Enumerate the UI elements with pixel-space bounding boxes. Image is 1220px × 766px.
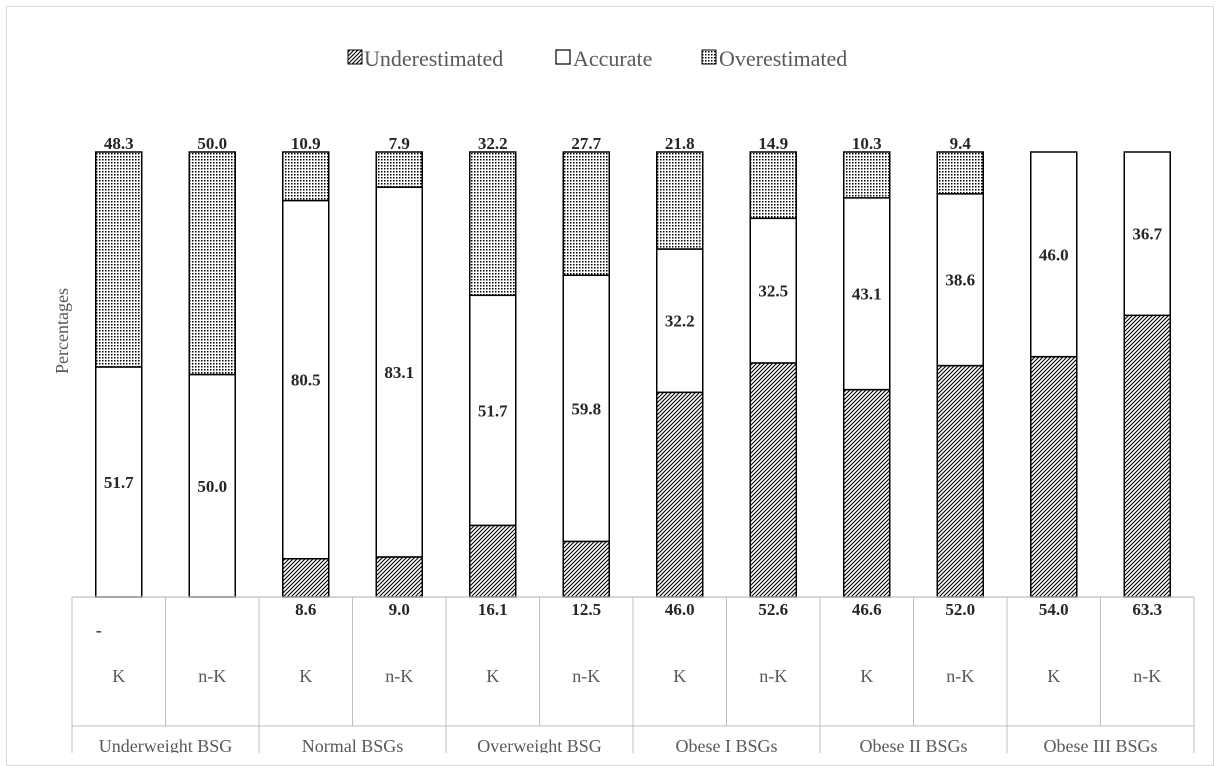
category-label-9: K xyxy=(860,666,873,686)
bar-overestimated-5 xyxy=(469,151,517,297)
value-label-accurate-5: 51.7 xyxy=(478,401,508,420)
value-label-overestimated-4: 7.9 xyxy=(389,134,410,153)
value-label-underestimated-9: 46.6 xyxy=(852,600,882,619)
value-label-overestimated-1: 48.3 xyxy=(104,134,134,153)
bar-overestimated-1 xyxy=(95,151,143,368)
category-label-12: n-K xyxy=(1133,666,1161,686)
bar-overestimated-8 xyxy=(749,151,797,220)
group-label-obese-iii-bsgs: Obese III BSGs xyxy=(1044,736,1158,753)
value-label-accurate-12: 36.7 xyxy=(1132,225,1162,244)
value-label-underestimated-6: 12.5 xyxy=(571,600,601,619)
value-label-accurate-3: 80.5 xyxy=(291,371,321,390)
bar-accurate-9 xyxy=(843,197,891,391)
category-label-7: K xyxy=(673,666,686,686)
bar-underestimated-9 xyxy=(843,388,891,598)
legend: Underestimated Accurate Overestimated xyxy=(347,46,847,71)
value-label-accurate-2: 50.0 xyxy=(197,477,227,496)
value-label-underestimated-8: 52.6 xyxy=(758,600,788,619)
value-label-underestimated-1: - xyxy=(96,620,102,640)
value-label-underestimated-10: 52.0 xyxy=(945,600,975,619)
bar-accurate-7 xyxy=(656,248,704,394)
bar-accurate-10 xyxy=(936,193,984,367)
legend-item-accurate: Accurate xyxy=(555,46,652,71)
value-label-underestimated-11: 54.0 xyxy=(1039,600,1069,619)
value-label-overestimated-5: 32.2 xyxy=(478,134,508,153)
category-label-11: K xyxy=(1047,666,1060,686)
value-label-overestimated-6: 27.7 xyxy=(571,134,601,153)
group-label-obese-ii-bsgs: Obese II BSGs xyxy=(860,736,968,753)
bar-accurate-11 xyxy=(1030,151,1078,358)
value-label-overestimated-8: 14.9 xyxy=(758,134,788,153)
bar-overestimated-2 xyxy=(188,151,236,376)
category-label-2: n-K xyxy=(198,666,226,686)
bar-overestimated-10 xyxy=(936,151,984,195)
value-label-overestimated-9: 10.3 xyxy=(852,134,882,153)
value-label-accurate-4: 83.1 xyxy=(384,363,414,382)
bar-underestimated-7 xyxy=(656,391,704,598)
value-label-accurate-6: 59.8 xyxy=(571,399,601,418)
bar-overestimated-3 xyxy=(282,151,330,202)
value-label-accurate-9: 43.1 xyxy=(852,285,882,304)
bar-overestimated-6 xyxy=(562,151,610,277)
legend-item-underestimated: Underestimated xyxy=(347,46,503,71)
legend-item-overestimated: Overestimated xyxy=(701,46,847,71)
legend-label-underestimated: Underestimated xyxy=(364,46,503,71)
value-label-overestimated-10: 9.4 xyxy=(950,134,972,153)
bar-underestimated-11 xyxy=(1030,355,1078,598)
value-label-underestimated-4: 9.0 xyxy=(389,600,410,619)
y-axis-title: Percentages xyxy=(52,288,72,374)
value-label-underestimated-5: 16.1 xyxy=(478,600,508,619)
bar-underestimated-8 xyxy=(749,362,797,598)
bar-underestimated-4 xyxy=(375,556,423,598)
bar-accurate-8 xyxy=(749,217,797,364)
category-label-5: K xyxy=(486,666,499,686)
bar-underestimated-10 xyxy=(936,364,984,598)
bar-overestimated-7 xyxy=(656,151,704,250)
bar-accurate-2 xyxy=(188,373,236,598)
group-label-overweight-bsg: Overweight BSG xyxy=(477,736,602,753)
category-label-4: n-K xyxy=(385,666,413,686)
category-label-10: n-K xyxy=(946,666,974,686)
value-label-overestimated-3: 10.9 xyxy=(291,134,321,153)
bar-overestimated-9 xyxy=(843,151,891,199)
bar-underestimated-6 xyxy=(562,540,610,598)
group-label-normal-bsgs: Normal BSGs xyxy=(302,736,404,753)
bar-underestimated-5 xyxy=(469,524,517,598)
value-label-accurate-10: 38.6 xyxy=(945,271,975,290)
bar-underestimated-12 xyxy=(1123,314,1171,598)
value-label-underestimated-12: 63.3 xyxy=(1132,600,1162,619)
category-label-3: K xyxy=(299,666,312,686)
category-label-8: n-K xyxy=(759,666,787,686)
legend-label-overestimated: Overestimated xyxy=(719,46,847,71)
value-label-underestimated-7: 46.0 xyxy=(665,600,695,619)
category-label-6: n-K xyxy=(572,666,600,686)
value-label-accurate-8: 32.5 xyxy=(758,282,788,301)
value-labels-layer: 51.7 48.3 - 50.0 50.0 80.5 10.9 8.6 83.1 7.9 9.0 51… xyxy=(96,134,1163,640)
value-label-overestimated-2: 50.0 xyxy=(197,134,227,153)
value-label-accurate-7: 32.2 xyxy=(665,312,695,331)
group-label-underweight-bsg: Underweight BSG xyxy=(99,736,233,753)
value-label-accurate-11: 46.0 xyxy=(1039,245,1069,264)
category-label-1: K xyxy=(112,666,125,686)
bars-layer xyxy=(95,151,1171,598)
group-label-obese-i-bsgs: Obese I BSGs xyxy=(676,736,778,753)
bar-underestimated-3 xyxy=(282,557,330,598)
bar-accurate-4 xyxy=(375,186,423,558)
legend-label-accurate: Accurate xyxy=(573,46,652,71)
bar-accurate-6 xyxy=(562,274,610,543)
bar-accurate-5 xyxy=(469,294,517,527)
value-label-accurate-1: 51.7 xyxy=(104,473,134,492)
value-label-underestimated-3: 8.6 xyxy=(295,600,316,619)
bar-accurate-12 xyxy=(1123,151,1171,317)
bar-overestimated-4 xyxy=(375,151,423,188)
value-label-overestimated-7: 21.8 xyxy=(665,134,695,153)
